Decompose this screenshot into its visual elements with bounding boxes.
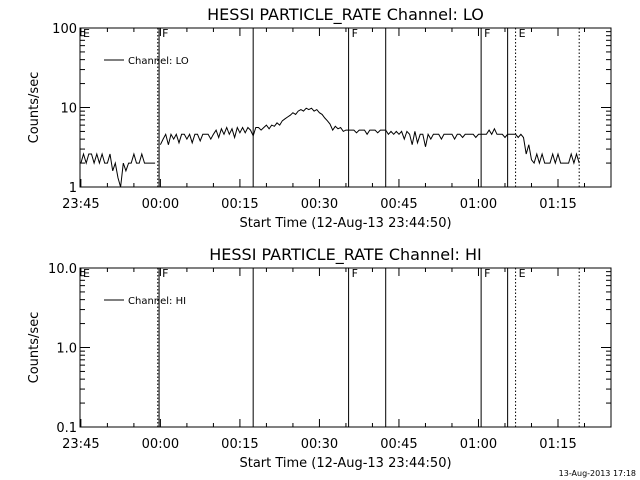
panel-2-event-marker-label: E (519, 267, 526, 280)
panel-1-event-marker-label: F (162, 27, 168, 40)
panel-2-x-tick-label: 23:45 (62, 437, 99, 452)
panel-1-rate-series-line (80, 152, 156, 188)
panel-2-event-marker-label: F (162, 267, 168, 280)
panel-2-y-axis-label: Counts/sec (27, 312, 42, 384)
panel-2-chart-title: HESSI PARTICLE_RATE Channel: HI (209, 245, 482, 265)
panel-2-plot-frame (79, 267, 612, 428)
panel-2-x-tick-label: 00:15 (221, 437, 258, 452)
panel-1-x-tick-label: 00:15 (221, 197, 258, 212)
panel-2-event-marker-label: F (484, 267, 490, 280)
panel-2-x-tick-label: 00:30 (301, 437, 338, 452)
panel-2-x-tick-label: 00:45 (380, 437, 417, 452)
panel-2-event-marker-label: E (83, 267, 90, 280)
panel-2-x-tick-label: 01:15 (539, 437, 576, 452)
panel-1-y-tick-label: 10 (60, 102, 77, 117)
panel-1-x-tick-label: 01:15 (539, 197, 576, 212)
panel-1-x-tick-label: 00:45 (380, 197, 417, 212)
panel-1-y-axis-label: Counts/sec (27, 72, 42, 144)
panel-1-x-tick-label: 00:30 (301, 197, 338, 212)
panel-1-x-axis-label: Start Time (12-Aug-13 23:44:50) (239, 216, 451, 231)
panel-1-event-marker-label: E (519, 27, 526, 40)
panel-1-event-marker-label: F (484, 27, 490, 40)
panel-2-x-axis-label: Start Time (12-Aug-13 23:44:50) (239, 456, 451, 471)
panel-1-plot-frame (79, 27, 612, 188)
plot-timestamp: 13-Aug-2013 17:18 (558, 469, 636, 478)
panel-2-y-tick-label: 10.0 (48, 262, 77, 277)
panel-1-x-tick-label: 23:45 (62, 197, 99, 212)
panel-2-event-marker-label: F (352, 267, 358, 280)
panel-2-y-tick-label: 1.0 (56, 342, 77, 357)
panel-1-x-tick-label: 01:00 (460, 197, 497, 212)
panel-1-event-marker-label: E (83, 27, 90, 40)
panel-1-y-tick-label: 1 (69, 181, 77, 196)
panel-1-x-tick-label: 00:00 (142, 197, 179, 212)
panel-2-y-tick-label: 0.1 (56, 421, 77, 436)
panel-2-legend-label: Channel: HI (128, 296, 186, 307)
panel-1-legend-label: Channel: LO (128, 56, 189, 67)
panel-1-chart-title: HESSI PARTICLE_RATE Channel: LO (207, 5, 484, 25)
panel-2-x-tick-label: 01:00 (460, 437, 497, 452)
panel-2-x-tick-label: 00:00 (142, 437, 179, 452)
panel-1-event-marker-label: F (352, 27, 358, 40)
panel-1-rate-series-line (159, 107, 580, 165)
panel-1-y-tick-label: 100 (52, 22, 77, 37)
